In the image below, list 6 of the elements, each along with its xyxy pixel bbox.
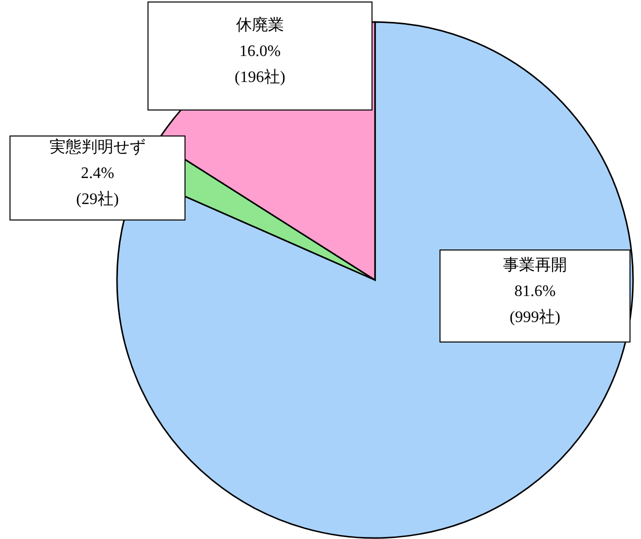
slice-label: 休廃業 [236,16,284,34]
slice-label: 事業再開 [503,256,567,274]
slice-label: 実態判明せず [50,138,146,156]
data-label: 16.0% (196社) [234,43,286,86]
data-label: 2.4% (29社) [76,165,119,208]
data-label: 81.6% (999社) [510,283,560,326]
